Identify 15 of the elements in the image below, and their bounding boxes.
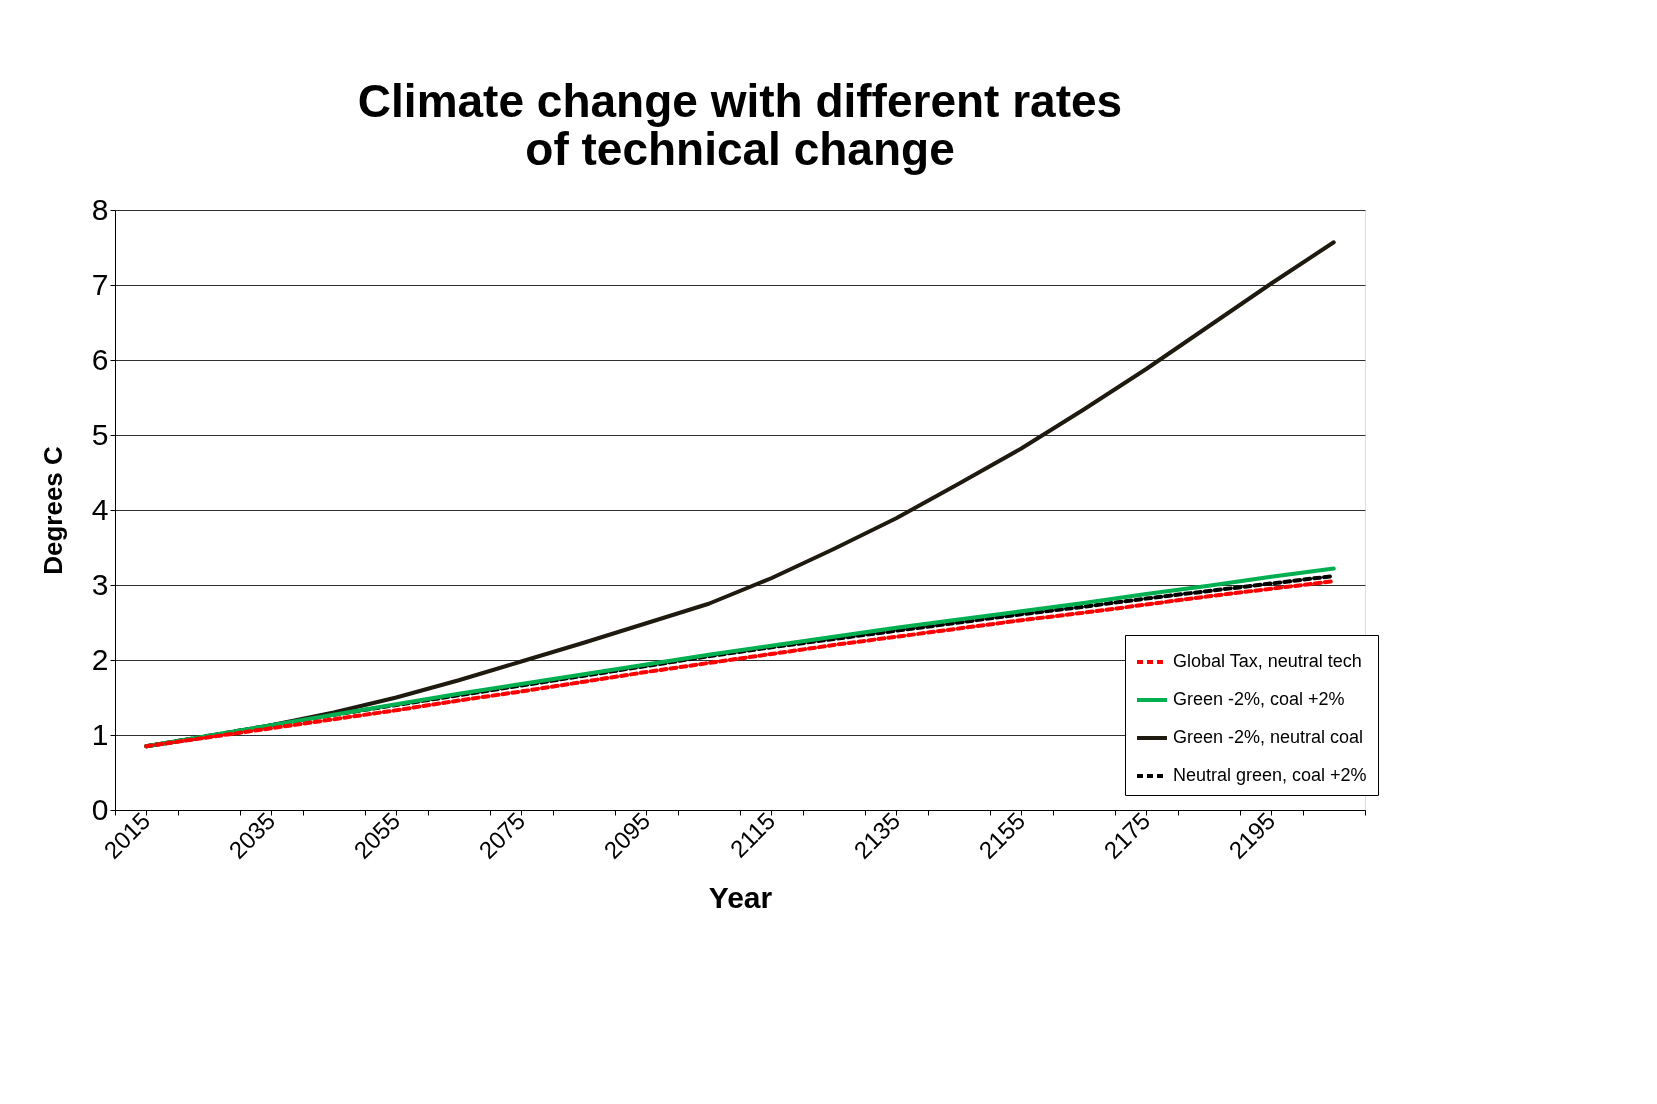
y-tick-label: 7 [91,267,109,301]
y-tick-label: 2 [91,642,109,676]
legend-label: Green -2%, neutral coal [1173,727,1364,747]
legend-label: Green -2%, coal +2% [1173,689,1345,709]
y-tick-label: 3 [91,567,109,601]
legend-label: Neutral green, coal +2% [1173,765,1367,785]
y-tick-label: 6 [91,342,109,376]
y-tick-label: 1 [91,717,109,751]
y-axis-title: Degrees C [37,445,68,575]
legend-label: Global Tax, neutral tech [1173,651,1362,671]
y-tick-label: 8 [91,192,109,226]
x-axis-title: Year [708,880,773,914]
chart-title: Climate change with different rates of technical change [357,75,1123,175]
y-tick-label: 4 [91,492,109,526]
y-tick-label: 5 [91,417,109,451]
